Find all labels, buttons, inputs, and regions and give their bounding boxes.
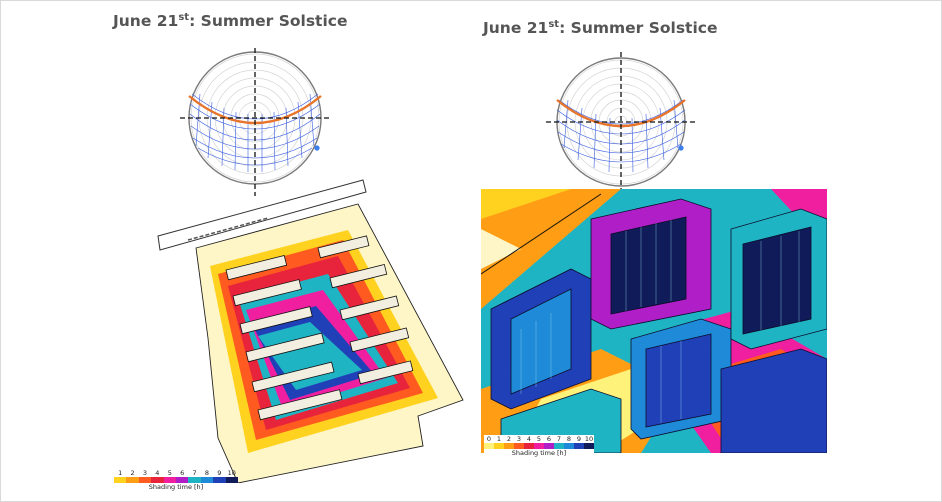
right-sun-path-diagram (546, 52, 696, 192)
legend-caption: Shading time [h] (148, 483, 204, 491)
site-edge (481, 193, 602, 275)
left-title: June 21st: Summer Solstice (113, 12, 348, 31)
left-shading-plan-map (157, 179, 464, 483)
road-outline (157, 179, 367, 251)
left-shading-legend: 1 2 3 4 5 6 7 8 9 10 Shading time [h] (114, 469, 238, 491)
legend-caption: Shading time [h] (511, 449, 567, 457)
legend-ticks: 1 2 3 4 5 6 7 8 9 10 (118, 469, 236, 477)
legend-ticks: 0 1 2 3 4 5 6 7 8 9 10 (486, 435, 594, 443)
right-title: June 21st: Summer Solstice (483, 19, 718, 38)
window-grid (520, 220, 800, 423)
sun-marker (678, 145, 684, 151)
legend-color-bar (114, 477, 238, 483)
legend-color-bar (484, 443, 594, 449)
left-sun-path-diagram (180, 48, 330, 196)
right-shading-perspective-render (481, 189, 827, 453)
building-blocks (225, 235, 414, 421)
sun-marker (314, 145, 320, 151)
right-shading-legend: 0 1 2 3 4 5 6 7 8 9 10 Shading time [h] (484, 435, 594, 457)
